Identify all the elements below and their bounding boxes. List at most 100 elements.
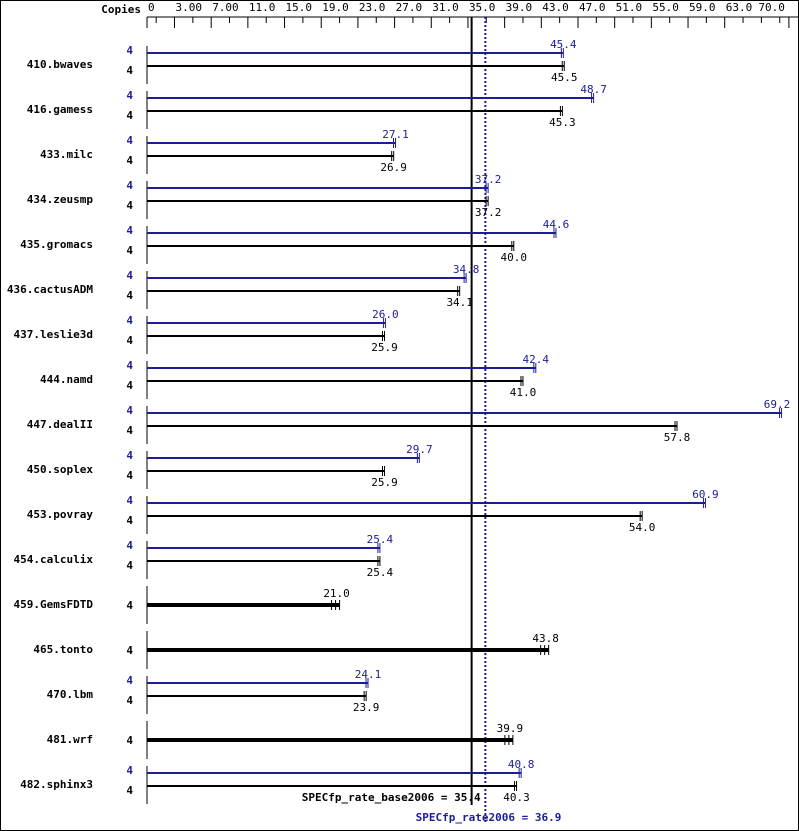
peak-copies-label: 4: [126, 764, 133, 777]
benchmark-rows: 410.bwaves 4 4 45.4 45.5 416.gamess 4 4 48.7 45.3…: [7, 38, 790, 804]
benchmark-name: 436.cactusADM: [7, 283, 93, 296]
base-value-label: 37.2: [475, 206, 502, 219]
combined-value-label: 43.8: [532, 632, 559, 645]
peak-copies-label: 4: [126, 314, 133, 327]
benchmark-name: 435.gromacs: [20, 238, 93, 251]
copies-label: 4: [126, 644, 133, 657]
base-value-label: 23.9: [353, 701, 380, 714]
x-tick-label: 47.0: [579, 1, 606, 14]
x-tick-label: 7.00: [212, 1, 239, 14]
x-tick-label: 35.0: [469, 1, 496, 14]
benchmark-row: 459.GemsFDTD 4 21.0: [14, 586, 350, 624]
base-value-label: 40.0: [501, 251, 528, 264]
peak-value-label: 25.4: [367, 533, 394, 546]
peak-value-label: 69.2: [764, 398, 791, 411]
benchmark-name: 470.lbm: [47, 688, 94, 701]
x-tick-label: 0: [148, 1, 155, 14]
benchmark-row: 453.povray 4 4 60.9 54.0: [27, 488, 719, 534]
base-copies-label: 4: [126, 64, 133, 77]
x-tick-label: 51.0: [616, 1, 643, 14]
benchmark-row: 410.bwaves 4 4 45.4 45.5: [27, 38, 577, 84]
peak-value-label: 27.1: [382, 128, 409, 141]
metric-labels: SPECfp_rate_base2006 = 35.4 SPECfp_rate20…: [302, 791, 562, 824]
benchmark-row: 481.wrf 4 39.9: [47, 721, 523, 759]
x-tick-label: 63.0: [726, 1, 753, 14]
x-tick-label: 19.0: [322, 1, 349, 14]
x-tick-label: 15.0: [286, 1, 313, 14]
benchmark-row: 433.milc 4 4 27.1 26.9: [40, 128, 409, 174]
base-metric-label: SPECfp_rate_base2006 = 35.4: [302, 791, 481, 804]
x-tick-label: 31.0: [432, 1, 459, 14]
benchmark-row: 436.cactusADM 4 4 34.8 34.1: [7, 263, 479, 309]
base-copies-label: 4: [126, 334, 133, 347]
peak-copies-label: 4: [126, 359, 133, 372]
benchmark-row: 470.lbm 4 4 24.1 23.9: [47, 668, 382, 714]
peak-copies-label: 4: [126, 539, 133, 552]
copies-label: 4: [126, 599, 133, 612]
benchmark-row: 454.calculix 4 4 25.4 25.4: [14, 533, 394, 579]
benchmark-row: 465.tonto 4 43.8: [33, 631, 559, 669]
benchmark-name: 416.gamess: [27, 103, 93, 116]
benchmark-name: 459.GemsFDTD: [14, 598, 94, 611]
base-copies-label: 4: [126, 109, 133, 122]
benchmark-row: 450.soplex 4 4 29.7 25.9: [27, 443, 433, 489]
benchmark-name: 481.wrf: [47, 733, 93, 746]
combined-value-label: 39.9: [497, 722, 524, 735]
benchmark-row: 447.dealII 4 4 69.2 57.8: [27, 398, 790, 444]
base-value-label: 25.9: [371, 341, 398, 354]
base-value-label: 57.8: [664, 431, 691, 444]
benchmark-name: 465.tonto: [33, 643, 93, 656]
peak-copies-label: 4: [126, 89, 133, 102]
peak-value-label: 44.6: [543, 218, 570, 231]
base-copies-label: 4: [126, 514, 133, 527]
base-copies-label: 4: [126, 694, 133, 707]
peak-value-label: 48.7: [580, 83, 607, 96]
peak-copies-label: 4: [126, 269, 133, 282]
combined-value-label: 21.0: [323, 587, 350, 600]
base-copies-label: 4: [126, 784, 133, 797]
base-value-label: 25.4: [367, 566, 394, 579]
peak-copies-label: 4: [126, 44, 133, 57]
peak-value-label: 24.1: [355, 668, 382, 681]
benchmark-name: 454.calculix: [14, 553, 94, 566]
base-copies-label: 4: [126, 379, 133, 392]
copies-header: Copies: [101, 3, 141, 16]
benchmark-name: 433.milc: [40, 148, 93, 161]
peak-value-label: 26.0: [372, 308, 399, 321]
peak-copies-label: 4: [126, 179, 133, 192]
peak-copies-label: 4: [126, 449, 133, 462]
base-copies-label: 4: [126, 469, 133, 482]
base-copies-label: 4: [126, 154, 133, 167]
reference-lines: [470, 17, 487, 822]
base-value-label: 40.3: [503, 791, 530, 804]
benchmark-row: 482.sphinx3 4 4 40.8 40.3: [20, 758, 534, 804]
benchmark-name: 434.zeusmp: [27, 193, 94, 206]
peak-metric-label: SPECfp_rate2006 = 36.9: [416, 811, 562, 824]
peak-copies-label: 4: [126, 224, 133, 237]
peak-copies-label: 4: [126, 494, 133, 507]
peak-value-label: 34.8: [453, 263, 480, 276]
benchmark-row: 434.zeusmp 4 4 37.2 37.2: [27, 173, 502, 219]
benchmark-name: 437.leslie3d: [14, 328, 93, 341]
peak-value-label: 42.4: [523, 353, 550, 366]
benchmark-row: 444.namd 4 4 42.4 41.0: [40, 353, 549, 399]
benchmark-row: 437.leslie3d 4 4 26.0 25.9: [14, 308, 399, 354]
base-value-label: 54.0: [629, 521, 656, 534]
x-tick-label: 27.0: [396, 1, 423, 14]
peak-copies-label: 4: [126, 134, 133, 147]
peak-value-label: 60.9: [692, 488, 719, 501]
copies-label: 4: [126, 734, 133, 747]
x-tick-label: 70.0: [758, 1, 785, 14]
base-copies-label: 4: [126, 289, 133, 302]
peak-value-label: 45.4: [550, 38, 577, 51]
peak-value-label: 40.8: [508, 758, 535, 771]
base-copies-label: 4: [126, 244, 133, 257]
benchmark-name: 410.bwaves: [27, 58, 93, 71]
base-copies-label: 4: [126, 424, 133, 437]
peak-copies-label: 4: [126, 404, 133, 417]
benchmark-row: 435.gromacs 4 4 44.6 40.0: [20, 218, 569, 264]
benchmark-name: 444.namd: [40, 373, 93, 386]
